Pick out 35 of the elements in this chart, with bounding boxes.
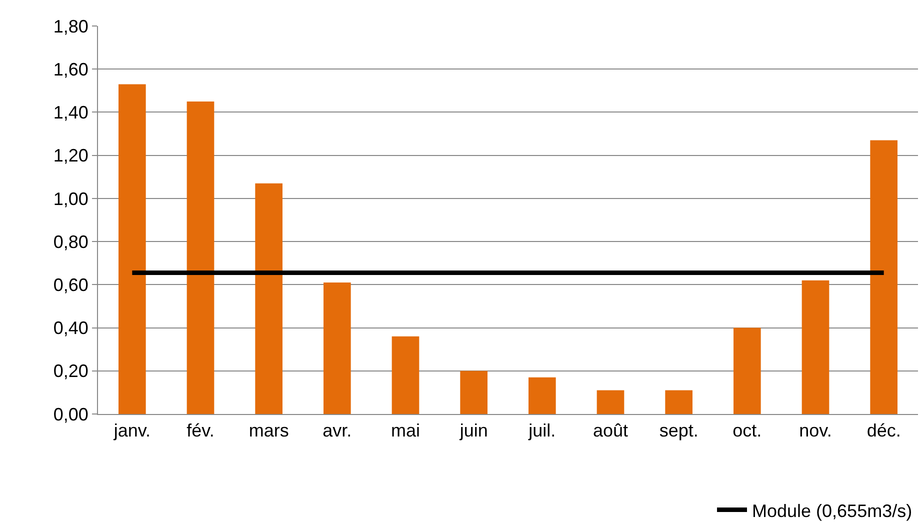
- bar: [596, 390, 624, 414]
- y-tick-label: 1,00: [53, 188, 88, 209]
- legend-label: Module (0,655m3/s): [752, 500, 912, 521]
- y-tick-label: 1,80: [53, 16, 88, 36]
- x-tick-label: avr.: [322, 420, 352, 441]
- bar: [324, 282, 351, 414]
- bar: [734, 328, 761, 414]
- bar: [460, 370, 488, 414]
- x-tick-label: mars: [248, 420, 289, 441]
- x-tick-label: juil.: [528, 420, 556, 441]
- y-tick-label: 0,80: [53, 232, 88, 252]
- bar: [528, 377, 556, 414]
- y-tick-label: 0,00: [53, 404, 88, 424]
- bar: [665, 390, 692, 414]
- x-tick-label: mai: [390, 420, 420, 441]
- x-tick-label: nov.: [799, 420, 832, 441]
- bar: [186, 101, 214, 414]
- x-tick-label: oct.: [732, 420, 762, 441]
- y-tick-label: 1,40: [53, 102, 88, 123]
- bar: [870, 140, 898, 414]
- bar: [392, 336, 420, 414]
- y-tick-label: 0,40: [53, 318, 88, 338]
- x-tick-label: sept.: [659, 420, 698, 441]
- x-tick-label: fév.: [186, 420, 214, 441]
- bar: [118, 84, 146, 414]
- x-tick-label: août: [592, 420, 628, 441]
- y-tick-label: 1,20: [53, 146, 88, 166]
- y-tick-label: 1,60: [53, 59, 88, 80]
- x-tick-label: déc.: [866, 420, 901, 441]
- x-tick-label: janv.: [112, 420, 151, 441]
- bar: [802, 280, 830, 414]
- x-tick-label: juin: [458, 420, 488, 441]
- y-tick-label: 0,20: [53, 361, 88, 382]
- y-tick-label: 0,60: [53, 274, 88, 295]
- bar: [255, 183, 282, 414]
